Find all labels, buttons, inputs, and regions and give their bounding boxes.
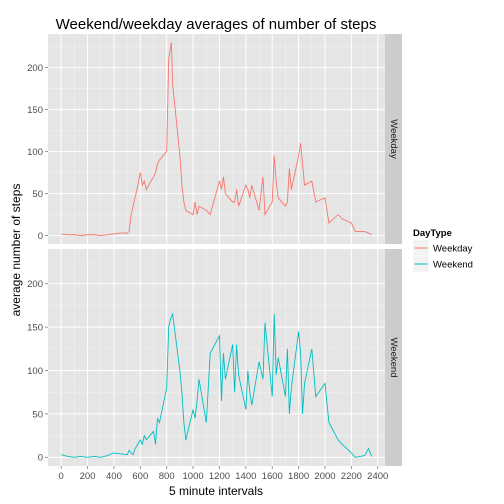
panel-weekend-background <box>48 249 385 466</box>
legend-label-weekday: Weekday <box>433 244 473 255</box>
y-tick-label: 100 <box>27 147 43 158</box>
legend-label-weekend: Weekend <box>433 260 473 271</box>
legend-item-weekend: Weekend <box>412 255 473 273</box>
x-tick-label: 600 <box>132 471 148 482</box>
y-tick-label: 150 <box>27 323 43 334</box>
weekday-series-line <box>61 42 373 237</box>
x-tick-label: 1800 <box>288 471 309 482</box>
x-tick-label: 1000 <box>183 471 204 482</box>
y-tick-label: 200 <box>27 63 43 74</box>
weekend-series-line <box>61 312 373 458</box>
x-tick-label: 1200 <box>209 471 230 482</box>
x-tick-label: 400 <box>106 471 122 482</box>
x-tick-label: 2000 <box>314 471 335 482</box>
panel-weekday-background <box>48 34 385 244</box>
x-tick-label: 200 <box>80 471 96 482</box>
y-tick-label: 200 <box>27 279 43 290</box>
y-tick-label: 0 <box>38 231 43 242</box>
strip-weekend <box>385 249 402 466</box>
y-axis-title: average number of steps <box>9 184 23 317</box>
x-tick-labels: 0 200 400 600 800 1000 1200 1400 1600 1800 2000 220… <box>59 466 388 482</box>
panel-weekend: 0 50 100 150 200 Weekend <box>27 249 402 466</box>
strip-weekday-label: Weekday <box>388 119 399 159</box>
strip-weekend-label: Weekend <box>388 338 399 378</box>
panel-weekend-y-tick-labels: 0 50 100 150 200 <box>27 279 48 464</box>
y-tick-label: 50 <box>32 409 43 420</box>
strip-weekday <box>385 34 402 244</box>
legend: DayType Weekday Weekend <box>412 228 473 273</box>
x-tick-label: 1600 <box>262 471 283 482</box>
x-tick-label: 800 <box>159 471 175 482</box>
y-tick-label: 0 <box>38 453 43 464</box>
y-tick-label: 100 <box>27 366 43 377</box>
y-tick-label: 50 <box>32 189 43 200</box>
x-axis-title: 5 minute intervals <box>169 484 263 498</box>
chart-title: Weekend/weekday averages of number of st… <box>56 16 377 33</box>
panel-weekend-grid <box>48 249 385 466</box>
y-tick-label: 150 <box>27 105 43 116</box>
panel-weekday: 0 50 100 150 200 Weekday <box>27 34 402 244</box>
x-tick-label: 2200 <box>341 471 362 482</box>
x-tick-label: 1400 <box>235 471 256 482</box>
x-tick-label: 0 <box>59 471 64 482</box>
x-tick-label: 2400 <box>367 471 388 482</box>
panel-weekday-y-tick-labels: 0 50 100 150 200 <box>27 63 48 242</box>
legend-title: DayType <box>413 228 452 239</box>
